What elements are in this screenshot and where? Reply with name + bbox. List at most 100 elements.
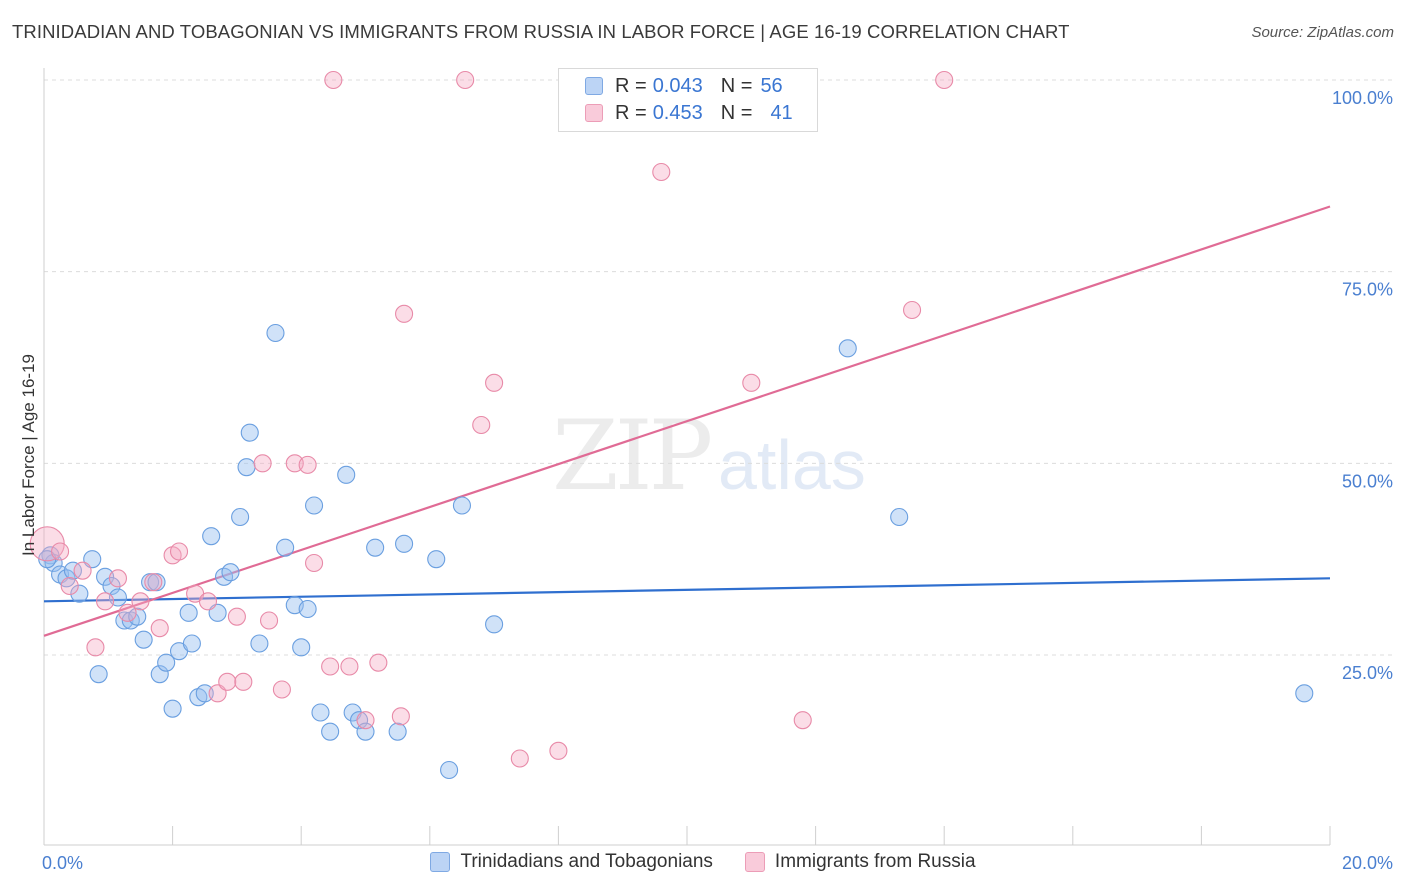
point-trinidadian: [250, 634, 269, 653]
series-legend: Trinidadians and Tobagonians Immigrants …: [0, 851, 1406, 873]
point-russia: [218, 672, 237, 691]
legend-swatch-pink: [585, 104, 603, 122]
point-trinidadian: [350, 711, 369, 730]
tick-labels: 100.0% 75.0% 50.0% 25.0% 0.0% 20.0%: [42, 88, 1393, 873]
point-trinidadian: [305, 496, 324, 515]
point-russia: [340, 657, 359, 676]
point-russia: [198, 592, 218, 611]
legend-r-label-1: R =: [615, 74, 647, 97]
point-russia: [935, 70, 954, 90]
correlation-legend: R = 0.043 N = 56 R = 0.453 N = 41: [558, 68, 818, 132]
legend-n-value-2: 41: [770, 101, 793, 124]
point-trinidadian: [214, 567, 234, 586]
point-trinidadian: [1295, 684, 1314, 703]
legend-row-series2: R = 0.453 N = 41: [585, 100, 793, 126]
point-trinidadian: [452, 496, 472, 515]
point-trinidadian: [128, 607, 147, 626]
x-tick-label: 0.0%: [42, 853, 83, 873]
point-trinidadian: [63, 561, 82, 580]
point-russia: [356, 711, 375, 730]
legend-n-label-2: N =: [720, 101, 753, 124]
point-russia: [369, 653, 388, 672]
point-russia: [391, 707, 410, 726]
point-russia: [793, 711, 812, 730]
trend-lines: [43, 205, 1331, 637]
point-trinidadian: [838, 339, 857, 358]
point-trinidadian: [440, 760, 459, 780]
point-trinidadian: [163, 699, 182, 718]
legend-r-label-2: R =: [615, 101, 647, 124]
y-tick-label: 75.0%: [1342, 280, 1393, 300]
point-russia: [73, 561, 92, 580]
legend-r-value-1: 0.043: [652, 74, 703, 97]
point-trinidadian: [195, 684, 214, 703]
data-points: [29, 70, 1314, 780]
point-russia: [510, 749, 529, 768]
legend-swatch-trinidadians: [430, 852, 451, 872]
point-trinidadian: [221, 563, 240, 582]
point-trinidadian: [157, 653, 176, 672]
point-russia: [227, 607, 246, 626]
y-tick-label: 50.0%: [1342, 471, 1393, 491]
point-trinidadian: [240, 423, 259, 442]
point-russia: [144, 573, 163, 592]
point-trinidadian: [102, 576, 121, 596]
point-trinidadian: [266, 323, 285, 343]
legend-n-label-1: N =: [720, 74, 753, 97]
point-russia: [108, 569, 127, 588]
point-russia: [131, 592, 150, 611]
trend-line-trinidadian: [43, 577, 1331, 603]
point-russia: [86, 638, 105, 657]
legend-n-value-1: 56: [760, 74, 783, 97]
point-trinidadian: [395, 534, 414, 553]
point-trinidadian: [427, 550, 446, 569]
legend-r-value-2: 0.453: [652, 101, 703, 124]
point-russia: [742, 373, 761, 392]
point-trinidadian: [231, 507, 250, 527]
chart-title: TRINIDADIAN AND TOBAGONIAN VS IMMIGRANTS…: [12, 21, 1070, 42]
point-russia: [395, 304, 414, 323]
axes: [43, 68, 1331, 846]
point-trinidadian: [202, 527, 221, 546]
point-russia: [456, 70, 475, 90]
point-trinidadian: [485, 615, 504, 634]
source-label: Source: ZipAtlas.com: [1251, 24, 1394, 41]
point-trinidadian: [237, 458, 256, 477]
trend-line-russia: [43, 205, 1331, 637]
point-trinidadian: [298, 599, 317, 619]
point-russia: [150, 619, 169, 638]
point-trinidadian: [134, 630, 153, 649]
point-russia: [234, 672, 253, 691]
legend-item-trinidadians: Trinidadians and Tobagonians: [430, 851, 713, 873]
point-russia: [298, 455, 317, 474]
legend-label-russia: Immigrants from Russia: [774, 851, 976, 872]
point-russia: [902, 300, 922, 320]
point-trinidadian: [292, 638, 311, 657]
legend-label-trinidadians: Trinidadians and Tobagonians: [460, 851, 713, 872]
point-russia: [485, 373, 504, 392]
point-russia: [272, 680, 291, 699]
point-russia: [321, 657, 340, 676]
point-russia: [96, 592, 115, 611]
point-trinidadian: [150, 665, 169, 684]
point-trinidadian: [182, 634, 201, 653]
point-russia: [305, 553, 324, 573]
y-tick-label: 25.0%: [1342, 663, 1393, 683]
point-trinidadian: [366, 538, 385, 557]
point-russia: [652, 162, 671, 182]
point-russia: [259, 611, 279, 630]
point-trinidadian: [89, 665, 108, 684]
legend-swatch-russia: [744, 852, 765, 872]
point-russia: [549, 741, 568, 760]
point-trinidadian: [321, 722, 340, 741]
point-russia: [60, 576, 79, 596]
point-russia: [253, 454, 272, 473]
y-tick-label: 100.0%: [1332, 88, 1393, 108]
point-russia: [169, 542, 189, 561]
point-trinidadian: [337, 465, 356, 484]
y-axis-title: In Labor Force | Age 16-19: [19, 354, 38, 556]
point-trinidadian: [70, 584, 89, 603]
point-trinidadian: [276, 538, 295, 557]
point-russia: [472, 415, 491, 435]
